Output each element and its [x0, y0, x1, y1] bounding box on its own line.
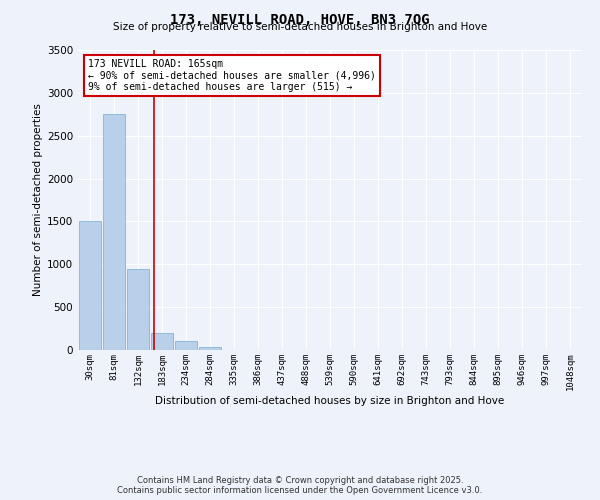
Text: Size of property relative to semi-detached houses in Brighton and Hove: Size of property relative to semi-detach…: [113, 22, 487, 32]
Bar: [175, 340, 197, 350]
Text: 173, NEVILL ROAD, HOVE, BN3 7QG: 173, NEVILL ROAD, HOVE, BN3 7QG: [170, 12, 430, 26]
Bar: [79, 220, 101, 350]
Text: 173 NEVILL ROAD: 165sqm
← 90% of semi-detached houses are smaller (4,996)
9% of : 173 NEVILL ROAD: 165sqm ← 90% of semi-de…: [88, 59, 376, 92]
Bar: [199, 348, 221, 350]
X-axis label: Distribution of semi-detached houses by size in Brighton and Hove: Distribution of semi-detached houses by …: [155, 396, 505, 406]
Y-axis label: Number of semi-detached properties: Number of semi-detached properties: [33, 104, 43, 296]
Bar: [127, 268, 149, 350]
Bar: [103, 114, 125, 350]
Bar: [151, 333, 173, 350]
Text: Contains HM Land Registry data © Crown copyright and database right 2025.
Contai: Contains HM Land Registry data © Crown c…: [118, 476, 482, 495]
